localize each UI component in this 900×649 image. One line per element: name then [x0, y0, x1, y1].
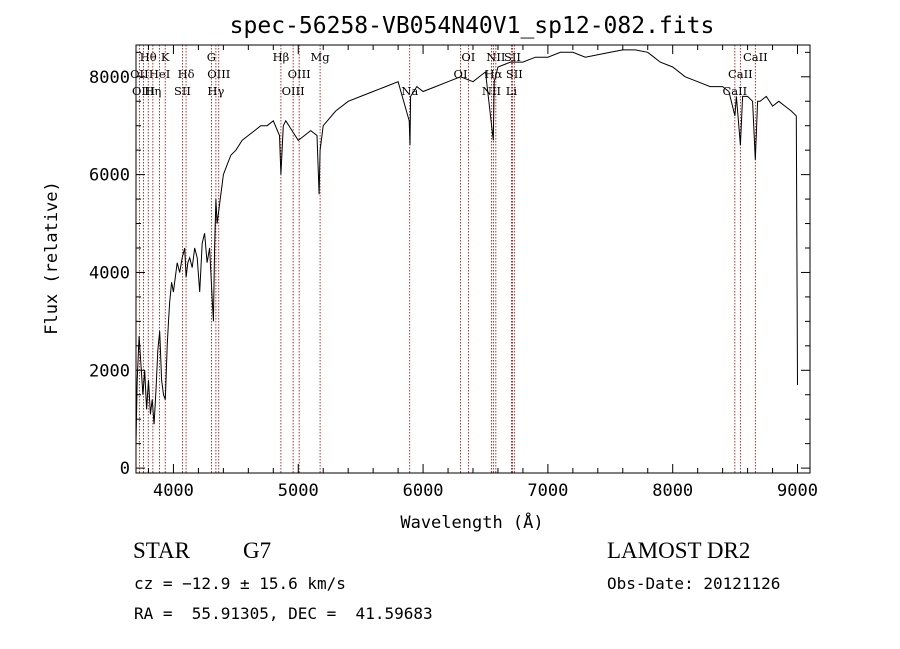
spectral-line-label: OI	[454, 67, 468, 81]
coordinates-readout: RA = 55.91305, DEC = 41.59683	[134, 604, 433, 623]
spectral-line-label: NII	[482, 84, 501, 98]
observation-date: Obs-Date: 20121126	[607, 574, 781, 593]
chart-title: spec-56258-VB054N40V1_sp12-082.fits	[230, 13, 715, 39]
spectral-line-label: HeI	[149, 67, 170, 81]
x-tick-label: 4000	[153, 481, 194, 501]
object-class: STAR	[133, 538, 190, 563]
spectral-line-label: Hη	[144, 84, 161, 98]
spectral-line-label: Hθ	[140, 50, 157, 64]
redshift-readout: cz = −12.9 ± 15.6 km/s	[134, 574, 346, 593]
spectral-line-label: Na	[401, 84, 418, 98]
spectral-line-label: OIII	[132, 84, 155, 98]
spectral-line-label: OIII	[288, 67, 311, 81]
spectral-line-label: Hδ	[178, 67, 195, 81]
y-tick-label: 0	[120, 459, 130, 479]
object-subclass: G7	[243, 538, 272, 563]
spectral-line-label: OI	[461, 50, 475, 64]
y-tick-label: 6000	[89, 166, 130, 186]
spectral-line-label: Li	[506, 84, 518, 98]
spectral-line-label: K	[161, 50, 170, 64]
x-tick-label: 8000	[652, 481, 693, 501]
spectrum-series-line	[135, 49, 798, 444]
spectral-line-labels: HθOIIOIIIHηHeIKHδSIIGOIIIHγHβOIIIOIIIMgN…	[130, 50, 768, 98]
spectral-line-label: CaII	[722, 84, 747, 98]
spectral-line-label: Hβ	[273, 50, 290, 64]
x-axis-label: Wavelength (Å)	[400, 511, 543, 533]
spectral-line-label: SII	[506, 67, 523, 81]
y-tick-label: 8000	[89, 68, 130, 88]
x-tick-label: 5000	[278, 481, 319, 501]
spectral-line-label: OIII	[207, 67, 230, 81]
y-tick-label: 2000	[89, 361, 130, 381]
spectral-line-label: CaII	[743, 50, 768, 64]
spectral-line-label: CaII	[728, 67, 753, 81]
survey-name: LAMOST DR2	[607, 538, 751, 563]
spectral-line-label: OII	[130, 67, 149, 81]
spectral-line-markers	[138, 45, 756, 473]
y-axis-label: Flux (relative)	[42, 181, 62, 335]
x-axis-ticks: 4000 5000 6000 7000 8000 9000	[147, 45, 818, 501]
plot-frame	[135, 44, 811, 474]
spectral-line-label: NII	[486, 50, 505, 64]
spectral-line-label: SII	[174, 84, 191, 98]
spectral-line-label: OIII	[282, 84, 305, 98]
y-tick-label: 4000	[89, 263, 130, 283]
spectral-line-label: Hα	[484, 67, 502, 81]
spectral-line-label: Mg	[311, 50, 331, 64]
x-tick-label: 9000	[777, 481, 818, 501]
x-tick-label: 7000	[527, 481, 568, 501]
x-tick-label: 6000	[403, 481, 444, 501]
spectral-line-label: SII	[504, 50, 521, 64]
spectral-line-label: Hγ	[207, 84, 224, 98]
spectral-line-label: G	[207, 50, 216, 64]
y-axis-ticks: 0 2000 4000 6000 8000	[89, 51, 810, 479]
